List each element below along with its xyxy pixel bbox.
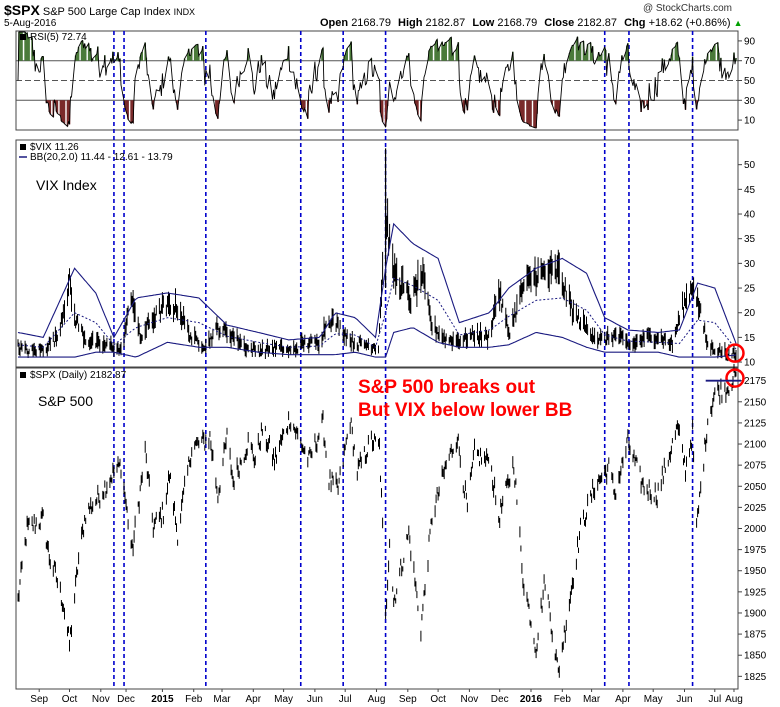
vix-ytick-label: 10 [744, 358, 756, 369]
x-month-label: May [644, 694, 663, 705]
price-ytick-label: 2100 [744, 440, 767, 451]
spx-legend: $SPX (Daily) 2182.87 [30, 370, 127, 381]
vix-ytick-label: 30 [744, 259, 756, 270]
rsi-legend-swatch [20, 34, 26, 40]
price-circle-marker [725, 368, 745, 388]
x-month-label: Jul [339, 694, 352, 705]
price-ytick-label: 2000 [744, 524, 767, 535]
chg-label: Chg [624, 17, 646, 29]
low-label: Low [472, 17, 495, 29]
spx-price-bars [17, 363, 737, 678]
x-month-label: Aug [725, 694, 743, 705]
price-ytick-label: 2125 [744, 418, 767, 429]
x-month-label: Jun [676, 694, 692, 705]
x-month-label: Dec [117, 694, 135, 705]
x-month-label: Apr [615, 694, 631, 705]
x-month-label: Feb [554, 694, 572, 705]
ohlc-line: Open 2168.79 High 2182.87 Low 2168.79 Cl… [320, 17, 743, 29]
annotation-vix-bb: But VIX below lower BB [358, 400, 572, 421]
vix-ytick-label: 35 [744, 234, 756, 245]
annotation-breakout: S&P 500 breaks out [358, 377, 536, 398]
price-ytick-label: 2150 [744, 397, 767, 408]
rsi-ytick-label: 90 [744, 36, 756, 47]
rsi-ytick-label: 30 [744, 96, 756, 107]
vix-panel-title: VIX Index [36, 177, 97, 193]
header-date: 5-Aug-2016 [4, 18, 57, 29]
rsi-ytick-label: 50 [744, 76, 756, 87]
x-month-label: 2015 [151, 694, 174, 705]
x-month-label: Jun [307, 694, 323, 705]
rsi-legend: RSI(5) 72.74 [30, 32, 87, 43]
x-month-label: May [274, 694, 293, 705]
x-month-label: Feb [185, 694, 203, 705]
vix-circle-marker [725, 343, 745, 363]
rsi-ytick-label: 70 [744, 56, 756, 67]
close-label: Close [544, 17, 575, 29]
open-label: Open [320, 17, 349, 29]
price-ytick-label: 1900 [744, 608, 767, 619]
bb-lower-band [18, 327, 737, 358]
rsi-ytick-label: 10 [744, 116, 756, 127]
vix-ytick-label: 45 [744, 185, 756, 196]
price-ytick-label: 1950 [744, 566, 767, 577]
vix-ytick-label: 15 [744, 333, 756, 344]
chg-up-arrow-icon: ▲ [733, 18, 743, 28]
bb-upper-band [17, 222, 737, 344]
vix-price-bars [17, 194, 737, 362]
price-ytick-label: 2075 [744, 461, 767, 472]
vix-ytick-label: 20 [744, 308, 756, 319]
x-month-label: Dec [491, 694, 509, 705]
watermark: @ StockCharts.com [642, 3, 732, 14]
x-month-label: Mar [583, 694, 601, 705]
price-ytick-label: 2025 [744, 503, 767, 514]
x-month-label: 2016 [520, 694, 543, 705]
rsi-line [17, 31, 737, 129]
price-ytick-label: 1875 [744, 630, 767, 641]
price-panel-title: S&P 500 [38, 393, 93, 409]
x-month-label: Nov [92, 694, 110, 705]
vix-legend-swatch [20, 144, 26, 150]
high-value: 2182.87 [425, 17, 466, 29]
price-ytick-label: 1850 [744, 651, 767, 662]
header-symbol-line: $SPX S&P 500 Large Cap Index INDX [4, 2, 195, 18]
symbol: $SPX [4, 2, 40, 18]
x-month-label: Apr [246, 694, 262, 705]
vix-ytick-label: 25 [744, 284, 756, 295]
open-value: 2168.79 [351, 17, 391, 29]
price-ytick-label: 1825 [744, 672, 767, 683]
price-ytick-label: 2050 [744, 482, 767, 493]
x-month-label: Sep [30, 694, 48, 705]
spx-legend-swatch [20, 372, 26, 378]
price-ytick-label: 1925 [744, 587, 767, 598]
x-month-label: Aug [368, 694, 386, 705]
close-value: 2182.87 [577, 17, 618, 29]
bb-legend: BB(20,2.0) 11.44 - 12.61 - 13.79 [30, 152, 173, 163]
price-ytick-label: 1975 [744, 545, 767, 556]
x-month-label: Nov [461, 694, 479, 705]
x-month-label: Mar [213, 694, 231, 705]
price-ytick-label: 2175 [744, 376, 767, 387]
low-value: 2168.79 [497, 17, 538, 29]
bb-middle-band [17, 277, 737, 350]
index-name: S&P 500 Large Cap Index [42, 6, 171, 18]
x-month-label: Sep [399, 694, 417, 705]
chg-value: +18.62 (+0.86%) [648, 17, 731, 29]
x-month-label: Oct [62, 694, 78, 705]
x-month-label: Jul [708, 694, 721, 705]
vix-legend: $VIX 11.26 [30, 142, 79, 153]
vix-panel-frame [15, 139, 739, 368]
vix-ytick-label: 50 [744, 160, 756, 171]
exchange: INDX [173, 7, 196, 17]
high-label: High [398, 17, 423, 29]
rsi-oversold-fill [45, 100, 699, 128]
x-month-label: Oct [430, 694, 446, 705]
vix-ytick-label: 40 [744, 210, 756, 221]
